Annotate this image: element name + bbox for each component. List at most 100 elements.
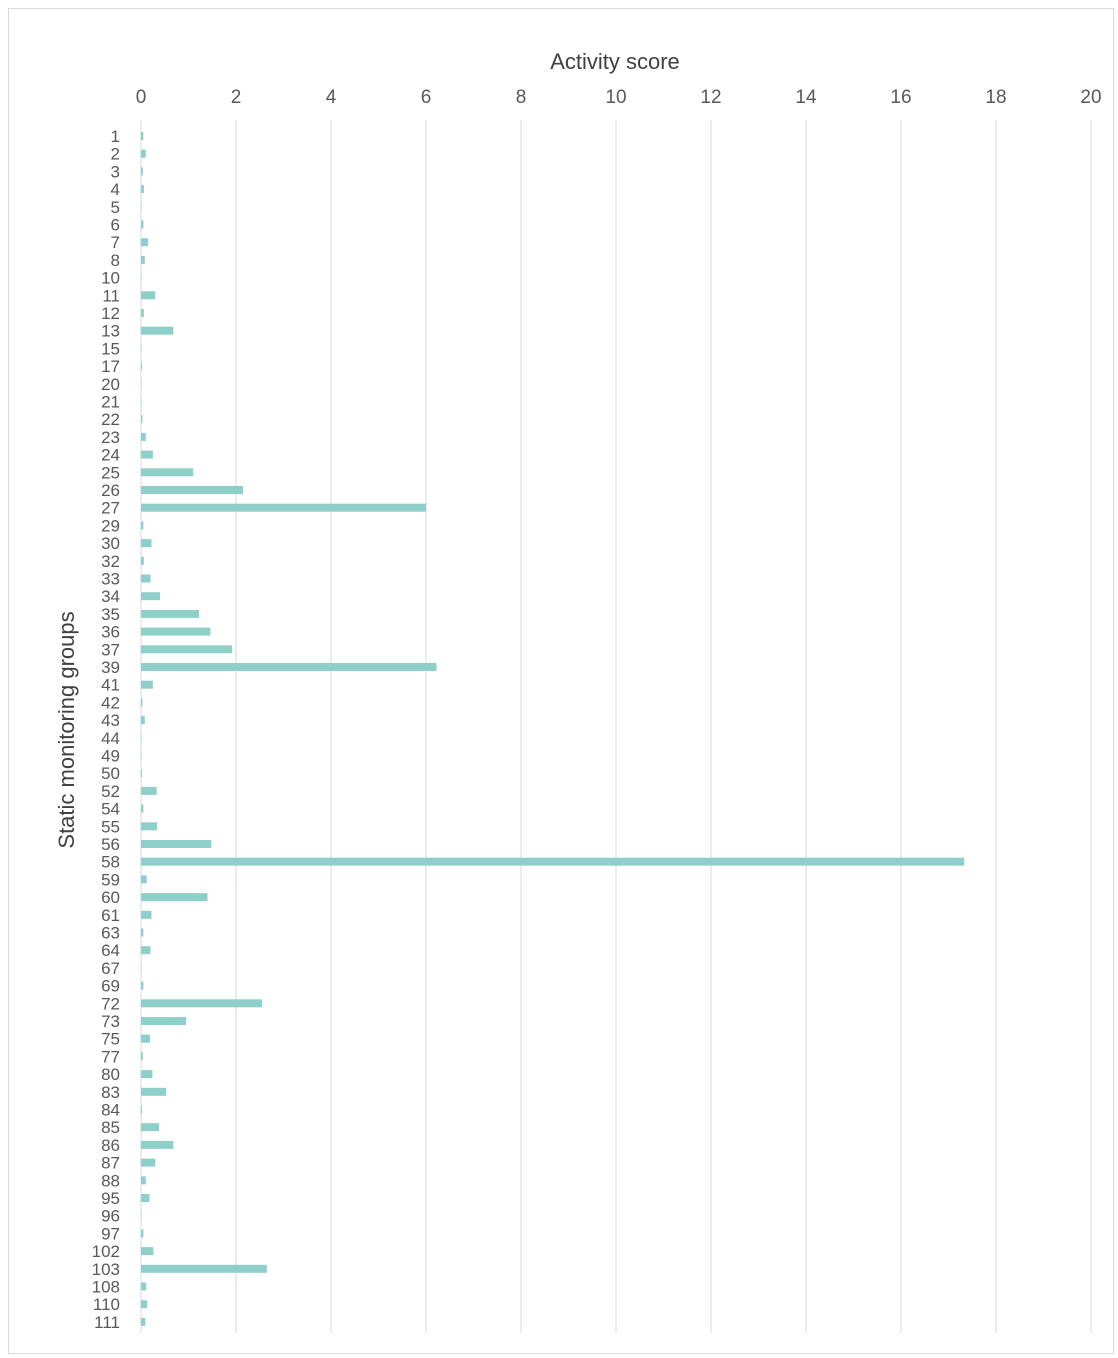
bar [141,326,174,335]
y-tick-label: 50 [101,764,120,783]
bar [141,680,153,689]
bar [141,1087,167,1096]
bar [141,1264,267,1273]
y-tick-label: 60 [101,888,120,907]
bar [141,1158,156,1167]
y-tick-label: 30 [101,534,120,553]
bar [141,786,157,795]
y-tick-label: 85 [101,1118,120,1137]
y-tick-label: 67 [101,959,120,978]
y-tick-label: 15 [101,339,120,358]
y-tick-label: 84 [101,1101,120,1120]
y-tick-label: 55 [101,817,120,836]
bar [141,1317,146,1326]
y-tick-label: 42 [101,693,120,712]
bar [141,609,199,618]
y-tick-label: 43 [101,711,120,730]
bar [141,291,156,300]
y-tick-label: 69 [101,977,120,996]
x-tick-label: 12 [700,87,721,108]
y-tick-label: 32 [101,552,120,571]
x-tick-labels: 0 2 4 6 8 10 12 14 16 18 20 [136,87,1102,108]
y-tick-label: 108 [92,1278,120,1297]
y-tick-label: 10 [101,269,120,288]
y-tick-label: 8 [111,251,120,270]
y-tick-label: 102 [92,1242,120,1261]
y-tick-label: 6 [111,216,120,235]
bar [141,521,144,530]
bar [141,1176,146,1185]
bar [141,309,144,317]
bar [141,1247,154,1256]
y-tick-label: 12 [101,304,120,323]
bar [141,663,437,671]
bar [141,893,208,902]
y-tick-label: 39 [101,658,120,677]
y-tick-label: 20 [101,375,120,394]
y-tick-label: 63 [101,924,120,943]
x-tick-label: 8 [516,87,527,108]
bar [141,167,143,176]
bars [141,132,965,1326]
y-tick-label: 34 [101,587,120,606]
y-tick-label: 29 [101,516,120,535]
bar [141,981,144,990]
y-tick-label: 3 [111,162,120,181]
y-tick-label: 77 [101,1047,120,1066]
bar [141,928,144,937]
y-tick-label: 97 [101,1224,120,1243]
y-tick-label: 26 [101,481,120,500]
y-tick-label: 87 [101,1154,120,1173]
x-tick-label: 0 [136,87,147,108]
bar [141,539,152,548]
bar [141,1070,153,1079]
bar [141,238,149,247]
y-tick-label: 59 [101,870,120,889]
bar [141,769,142,778]
bar [141,840,212,848]
y-tick-label: 4 [111,180,120,199]
y-tick-label: 73 [101,1012,120,1031]
y-tick-label: 75 [101,1030,120,1049]
bar [141,220,144,229]
chart-frame [8,8,1114,1354]
y-tick-label: 36 [101,623,120,642]
bar [141,362,142,371]
bar [141,716,145,725]
bar [141,857,965,866]
x-tick-label: 16 [890,87,911,108]
x-tick-label: 10 [605,87,626,108]
bar [141,1282,147,1291]
bar [141,185,144,194]
bar [141,1300,148,1309]
bar [141,946,151,955]
x-tick-label: 20 [1080,87,1101,108]
y-tick-label: 88 [101,1171,120,1190]
y-tick-label: 54 [101,800,120,819]
bar [141,875,147,884]
bar [141,645,233,654]
y-tick-label: 61 [101,906,120,925]
bar [141,432,146,441]
bar [141,999,263,1008]
bar [141,1034,151,1043]
bar [141,1229,144,1238]
y-tick-label: 22 [101,410,120,429]
y-tick-label: 11 [102,286,120,305]
x-tick-label: 6 [421,87,432,108]
y-tick-label: 33 [101,570,120,589]
bar [141,255,145,264]
x-axis-title: Activity score [550,49,680,74]
y-tick-label: 37 [101,640,120,659]
y-tick-label: 83 [101,1083,120,1102]
y-tick-label: 44 [101,729,120,748]
y-tick-label: 35 [101,605,120,624]
y-tick-label: 72 [101,994,120,1013]
y-tick-label: 110 [93,1295,120,1314]
bar [141,1140,174,1149]
y-tick-label: 80 [101,1065,120,1084]
y-tick-label: 24 [101,446,120,465]
y-tick-label: 64 [101,941,120,960]
y-tick-label: 25 [101,463,120,482]
